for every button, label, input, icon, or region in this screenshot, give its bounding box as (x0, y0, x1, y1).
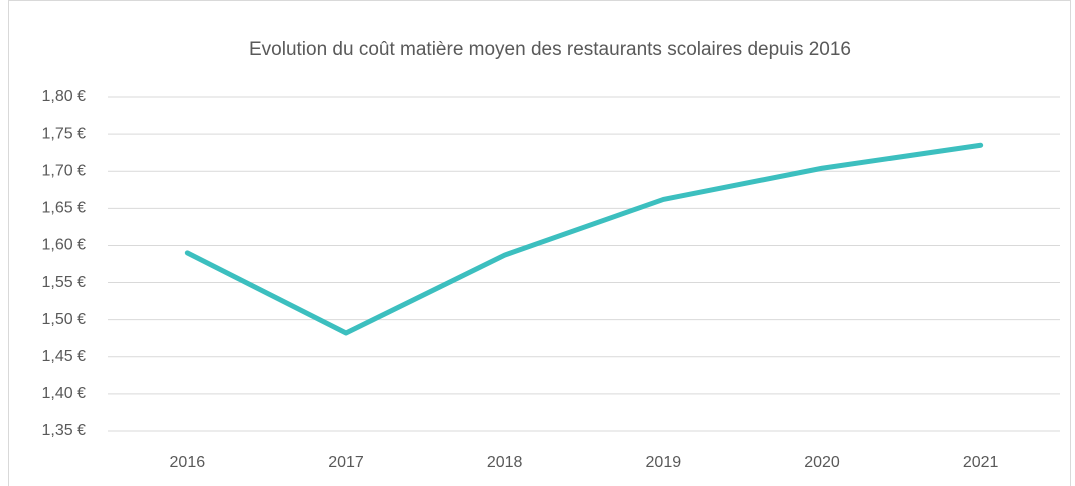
y-tick-label: 1,70 € (42, 162, 87, 179)
y-tick-label: 1,35 € (42, 422, 87, 439)
y-tick-label: 1,45 € (42, 348, 87, 365)
y-tick-label: 1,50 € (42, 311, 87, 328)
y-tick-label: 1,80 € (42, 88, 87, 105)
x-tick-label: 2021 (963, 454, 999, 471)
x-tick-label: 2020 (804, 454, 840, 471)
x-tick-label: 2018 (487, 454, 523, 471)
x-tick-label: 2019 (646, 454, 682, 471)
y-tick-label: 1,65 € (42, 200, 87, 217)
chart-title: Evolution du coût matière moyen des rest… (249, 39, 851, 60)
y-tick-label: 1,40 € (42, 385, 87, 402)
x-tick-label: 2016 (170, 454, 206, 471)
line-series (184, 142, 984, 336)
y-tick-label: 1,55 € (42, 274, 87, 291)
y-tick-label: 1,60 € (42, 237, 87, 254)
y-tick-label: 1,75 € (42, 125, 87, 142)
x-tick-label: 2017 (328, 454, 364, 471)
